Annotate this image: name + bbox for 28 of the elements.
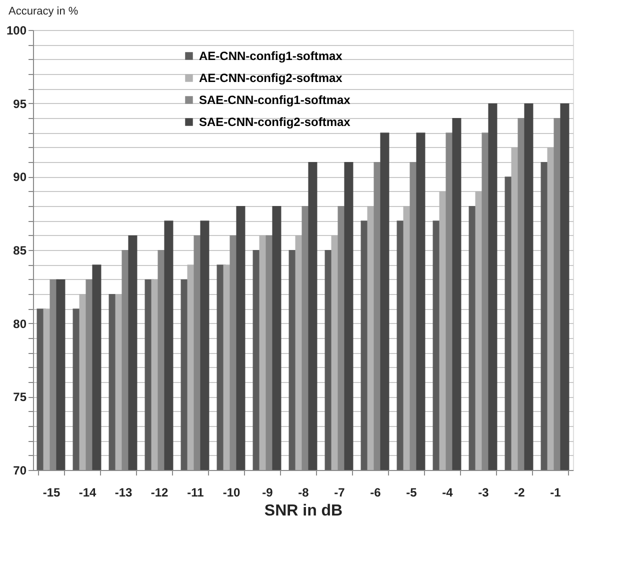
y-tick-label: 100 bbox=[6, 24, 27, 38]
x-tick-label: -8 bbox=[298, 486, 310, 500]
y-tick-label: 95 bbox=[13, 96, 27, 111]
x-axis-title: SNR in dB bbox=[264, 502, 343, 520]
legend-label: SAE-CNN-config2-softmax bbox=[199, 115, 351, 129]
legend-label: SAE-CNN-config1-softmax bbox=[199, 93, 351, 107]
y-axis-title: Accuracy in % bbox=[8, 6, 78, 18]
x-tick-label: -4 bbox=[442, 486, 454, 500]
y-tick-label: 80 bbox=[13, 316, 27, 331]
legend-label: AE-CNN-config2-softmax bbox=[199, 71, 343, 85]
x-tick-label: -13 bbox=[114, 486, 132, 500]
y-tick-label: 85 bbox=[13, 244, 27, 258]
x-tick-label: -1 bbox=[550, 486, 562, 500]
x-tick-label: -7 bbox=[334, 486, 346, 500]
x-tick-label: -3 bbox=[478, 486, 490, 500]
x-tick-label: -14 bbox=[78, 486, 96, 500]
x-tick-label: -5 bbox=[406, 486, 418, 500]
x-tick-label: -10 bbox=[222, 486, 240, 500]
legend-label: AE-CNN-config1-softmax bbox=[199, 49, 343, 63]
y-tick-label: 90 bbox=[13, 170, 27, 184]
x-tick-label: -12 bbox=[150, 486, 168, 500]
y-tick-label: 70 bbox=[13, 464, 27, 478]
x-tick-label: -9 bbox=[262, 486, 274, 500]
x-tick-label: -11 bbox=[187, 486, 204, 500]
y-tick-label: 75 bbox=[13, 390, 27, 404]
x-tick-label: -2 bbox=[514, 486, 526, 500]
x-tick-label: -15 bbox=[42, 486, 60, 500]
x-tick-label: -6 bbox=[370, 486, 382, 500]
